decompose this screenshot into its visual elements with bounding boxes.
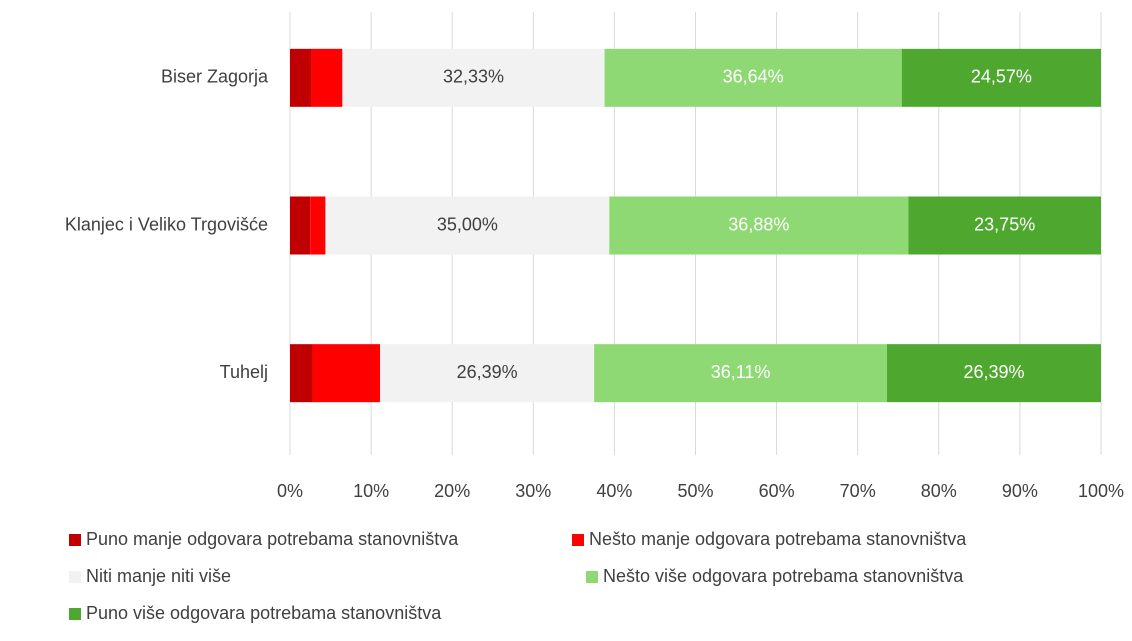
legend-swatch	[69, 534, 81, 546]
x-tick-label: 90%	[1002, 481, 1038, 501]
bar-segment	[325, 196, 610, 255]
bar-segment	[901, 48, 1101, 107]
x-tick-label: 30%	[515, 481, 551, 501]
bar-segment	[310, 196, 326, 255]
x-tick-label: 60%	[759, 481, 795, 501]
bar-segment	[594, 344, 887, 403]
bar-segment	[908, 196, 1101, 255]
x-tick-label: 0%	[277, 481, 303, 501]
x-tick-label: 80%	[921, 481, 957, 501]
x-tick-label: 50%	[677, 481, 713, 501]
x-tick-label: 10%	[353, 481, 389, 501]
bar-segment	[609, 196, 909, 255]
x-tick-label: 70%	[840, 481, 876, 501]
x-tick-label: 20%	[434, 481, 470, 501]
bar-segment	[290, 48, 312, 107]
legend-label: Puno više odgovara potrebama stanovništv…	[86, 603, 442, 623]
x-tick-label: 40%	[596, 481, 632, 501]
legend-label: Niti manje niti više	[86, 566, 231, 586]
data-label: 26,39%	[457, 362, 518, 382]
y-tick-label: Tuhelj	[220, 362, 268, 382]
y-tick-label: Biser Zagorja	[161, 67, 269, 87]
data-label: 24,57%	[971, 67, 1032, 87]
legend-swatch	[69, 608, 81, 620]
bar-segment	[290, 344, 313, 403]
bar-segment	[342, 48, 605, 107]
bar-segment	[886, 344, 1101, 403]
bar-segment	[312, 344, 381, 403]
y-tick-label: Klanjec i Veliko Trgovišće	[65, 214, 268, 234]
data-label: 32,33%	[443, 67, 504, 87]
legend-label: Puno manje odgovara potrebama stanovništ…	[86, 529, 459, 549]
bar-segment	[380, 344, 595, 403]
data-label: 36,88%	[728, 214, 789, 234]
data-label: 26,39%	[963, 362, 1024, 382]
data-label: 23,75%	[974, 214, 1035, 234]
data-label: 36,64%	[723, 67, 784, 87]
data-label: 36,11%	[711, 362, 771, 382]
legend-swatch	[69, 571, 81, 583]
bar-segment	[604, 48, 902, 107]
x-tick-label: 100%	[1078, 481, 1124, 501]
legend-label: Nešto više odgovara potrebama stanovništ…	[603, 566, 964, 586]
legend-swatch	[586, 571, 598, 583]
legend-label: Nešto manje odgovara potrebama stanovniš…	[589, 529, 967, 549]
bar-segment	[290, 196, 311, 255]
bar-segment	[311, 48, 343, 107]
legend-swatch	[572, 534, 584, 546]
data-label: 35,00%	[437, 214, 498, 234]
